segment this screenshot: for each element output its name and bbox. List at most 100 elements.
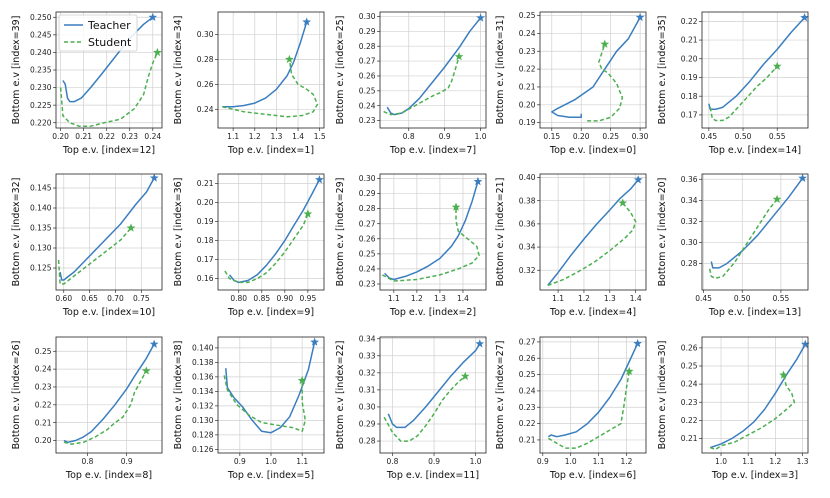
x-tick-label: 1.3	[604, 294, 616, 303]
x-tick-label: 0.30	[632, 132, 649, 141]
x-tick-label: 1.1	[593, 457, 605, 466]
y-tick-label: 0.32	[359, 368, 376, 377]
x-axis-label: Top e.v. [index=0]	[549, 145, 636, 156]
student-end-star	[451, 202, 461, 211]
x-axis-label: Top e.v. [index=10]	[62, 307, 155, 318]
y-axis-label: Bottom e.v [index=36]	[173, 178, 184, 287]
x-tick-label: 0.8	[403, 132, 415, 141]
plot-frame	[217, 336, 325, 454]
y-tick-label: 0.22	[519, 65, 536, 74]
x-tick-label: 1.5	[314, 132, 326, 141]
y-tick-label: 0.25	[359, 249, 376, 258]
teacher-end-star	[149, 173, 159, 182]
plot-frame	[701, 336, 809, 454]
x-axis-label: Top e.v. [index=6]	[549, 470, 636, 481]
student-end-star	[285, 54, 294, 64]
y-tick-label: 0.25	[519, 370, 536, 379]
plot-frame	[539, 11, 647, 129]
student-line	[59, 52, 159, 127]
y-axis-label: Bottom e.v [index=20]	[657, 178, 668, 287]
y-tick-label: 0.125	[30, 264, 52, 273]
x-axis-label: Top e.v. [index=2]	[389, 307, 476, 318]
x-axis-label: Top e.v. [index=9]	[227, 307, 314, 318]
x-tick-label: 1.0	[565, 457, 577, 466]
student-line	[222, 59, 319, 118]
student-line	[383, 375, 466, 442]
student-end-star	[624, 366, 634, 375]
legend-student-label: Student	[88, 36, 132, 49]
student-line	[547, 202, 637, 287]
y-tick-label: 0.28	[359, 437, 376, 446]
y-tick-label: 0.26	[519, 354, 536, 363]
y-tick-label: 0.25	[519, 11, 536, 20]
y-tick-label: 0.21	[197, 179, 214, 188]
subplot-11: 0.8 0.9 0.20 0.21 0.22 0.23 0.24 0.25 Top e.v. […	[11, 336, 163, 481]
y-tick-label: 0.34	[359, 334, 376, 343]
teacher-end-star	[798, 173, 807, 182]
y-tick-label: 0.28	[359, 42, 376, 51]
x-tick-label: 0.20	[52, 132, 69, 141]
teacher-end-star	[149, 339, 159, 348]
y-tick-label: 0.24	[681, 380, 698, 389]
y-tick-label: 0.28	[359, 204, 376, 213]
subplot-14: 0.9 1.0 1.1 1.2 0.21 0.22 0.23 0.24 0.25 0.26 0.27…	[495, 336, 647, 481]
y-tick-label: 0.19	[519, 118, 536, 127]
plot-frame	[379, 336, 487, 454]
y-tick-label: 0.24	[519, 387, 536, 396]
x-axis-label: Top e.v. [index=11]	[386, 470, 479, 481]
y-tick-label: 0.30	[197, 30, 214, 39]
x-tick-label: 0.45	[700, 132, 717, 141]
y-tick-label: 0.29	[359, 189, 376, 198]
y-axis-label: Bottom e.v [index=31]	[495, 16, 506, 125]
x-tick-label: 1.1	[227, 132, 239, 141]
y-axis-label: Bottom e.v [index=21]	[495, 178, 506, 287]
student-line	[548, 371, 631, 449]
y-tick-label: 0.22	[519, 419, 536, 428]
y-tick-label: 0.23	[519, 47, 536, 56]
teacher-end-star	[302, 17, 312, 26]
x-axis-label: Top e.v. [index=5]	[227, 470, 314, 481]
teacher-line	[228, 179, 321, 284]
student-end-star	[153, 47, 162, 57]
subplot-3: 0.8 0.9 1.0 0.23 0.24 0.25 0.26 0.27 0.28 0.29 0.3…	[335, 11, 487, 156]
x-tick-label: 0.70	[107, 294, 124, 303]
y-tick-label: 0.27	[359, 57, 376, 66]
x-tick-label: 0.25	[602, 132, 619, 141]
x-tick-label: 0.55	[769, 132, 786, 141]
x-tick-label: 0.50	[735, 132, 752, 141]
teacher-line	[547, 179, 639, 286]
teacher-line	[386, 17, 482, 116]
student-end-star	[779, 370, 788, 379]
y-tick-label: 0.33	[359, 351, 376, 360]
student-end-star	[303, 209, 313, 218]
student-end-star	[460, 371, 470, 380]
y-axis-label: Bottom e.v [index=22]	[335, 341, 346, 450]
y-tick-label: 0.32	[681, 217, 698, 226]
y-tick-label: 0.20	[681, 54, 698, 63]
student-line	[708, 198, 778, 280]
subplot-2: 1.1 1.2 1.3 1.4 1.5 0.24 0.26 0.28 0.30 Top e.v. …	[173, 11, 326, 156]
x-tick-label: 1.3	[434, 294, 446, 303]
y-tick-label: 0.24	[359, 265, 376, 274]
y-tick-label: 0.16	[197, 274, 214, 283]
teacher-end-star	[476, 13, 485, 22]
subplot-8: 1.1 1.2 1.3 1.4 0.23 0.24 0.25 0.26 0.27 0.28 0.29…	[335, 173, 487, 318]
y-tick-label: 0.23	[35, 383, 52, 392]
y-tick-label: 0.18	[197, 236, 214, 245]
plot-frame	[701, 173, 809, 291]
y-tick-label: 0.36	[681, 175, 698, 184]
y-axis-label: Bottom e.v [index=32]	[11, 178, 22, 287]
x-tick-label: 0.23	[121, 132, 138, 141]
x-tick-label: 1.2	[769, 457, 781, 466]
student-end-star	[618, 198, 628, 207]
y-tick-label: 0.145	[30, 184, 52, 193]
x-tick-label: 0.24	[144, 132, 161, 141]
y-axis-label: Bottom e.v [index=26]	[11, 341, 22, 450]
x-tick-label: 1.2	[578, 294, 590, 303]
y-tick-label: 0.17	[681, 111, 698, 120]
y-tick-label: 0.132	[192, 401, 214, 410]
x-tick-label: 0.9	[537, 457, 549, 466]
teacher-end-star	[148, 12, 158, 21]
plot-frame	[55, 173, 163, 291]
teacher-line	[551, 17, 641, 119]
